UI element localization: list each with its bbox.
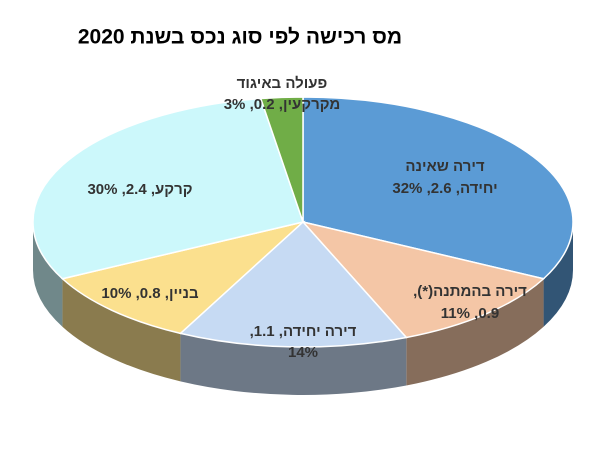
data-label: דירה בהמתנה(*), <box>413 283 527 300</box>
data-label: קרקע, 2.4, 30% <box>87 181 192 198</box>
slice <box>300 220 546 339</box>
slice <box>32 97 304 280</box>
data-label: יחידה, 2.6, 32% <box>392 180 497 197</box>
slice <box>259 96 304 223</box>
data-label: דירה שאינה <box>405 158 484 175</box>
slice-side <box>543 222 573 327</box>
slice-side <box>62 278 181 382</box>
slice <box>302 96 574 280</box>
data-label: מקרקעין, 0.2, 3% <box>224 96 341 113</box>
slice <box>178 220 408 348</box>
slice-side <box>406 278 544 386</box>
data-label: פעולה באיגוד <box>237 75 328 92</box>
chart-title: מס רכישה לפי סוג נכס בשנת 2020 <box>78 26 402 49</box>
data-label: דירה יחידה, 1.1, <box>250 323 357 340</box>
slice-side <box>33 222 63 327</box>
slice <box>60 220 306 335</box>
data-label: בניין, 0.8, 10% <box>101 285 199 302</box>
data-label: 0.9, 11% <box>441 305 499 322</box>
slice-side <box>180 333 407 396</box>
data-label: 14% <box>288 344 318 361</box>
